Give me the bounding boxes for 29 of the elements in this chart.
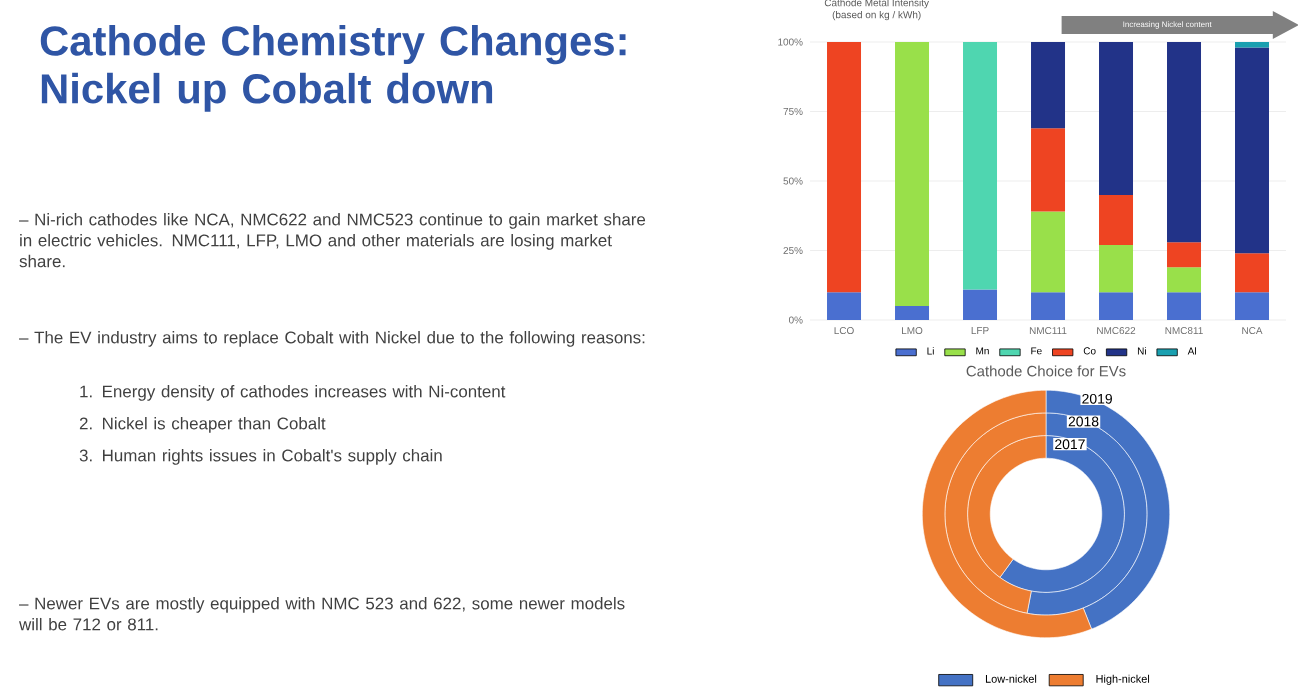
bar <box>963 41 998 290</box>
bar <box>1031 292 1066 320</box>
bar <box>1167 267 1202 293</box>
text: Cathode Chemistry Changes: Nickel up Cobalt down <box>40 25 626 112</box>
bar <box>1235 41 1270 48</box>
text: 1. Energy density of cathodes increases with Ni-content <box>80 385 506 401</box>
bar <box>1235 253 1270 293</box>
bar <box>1235 47 1270 254</box>
text: – The EV industry aims to replace Cobalt with Nickel due to the following reasons: <box>19 331 645 347</box>
text: – Newer EVs are mostly equipped with NMC 523 and 622, some newer models will be 712 or 811. <box>19 597 625 631</box>
bar <box>963 289 998 320</box>
text: 2. Nickel is cheaper than Cobalt <box>79 417 326 433</box>
bar <box>1099 194 1134 245</box>
bar <box>1031 128 1066 212</box>
bar <box>1167 41 1202 243</box>
bar <box>1167 242 1202 268</box>
bar <box>1031 41 1066 129</box>
bar <box>1167 292 1202 320</box>
bar <box>895 306 930 320</box>
text: 3. Human rights issues in Cobalt's supply chain <box>79 449 442 465</box>
bar <box>1235 292 1270 320</box>
bar <box>1099 244 1134 293</box>
bar <box>827 41 862 293</box>
text: – Ni-rich cathodes like NCA, NMC622 and NMC523 continue to gain market share in electric vehicles. NMC111, LFP, LMO and other materials are losing market share. <box>19 213 646 268</box>
bar <box>895 41 930 307</box>
bar <box>1031 211 1066 293</box>
bar <box>827 292 862 320</box>
bar <box>1099 41 1134 195</box>
bar <box>1099 292 1134 320</box>
